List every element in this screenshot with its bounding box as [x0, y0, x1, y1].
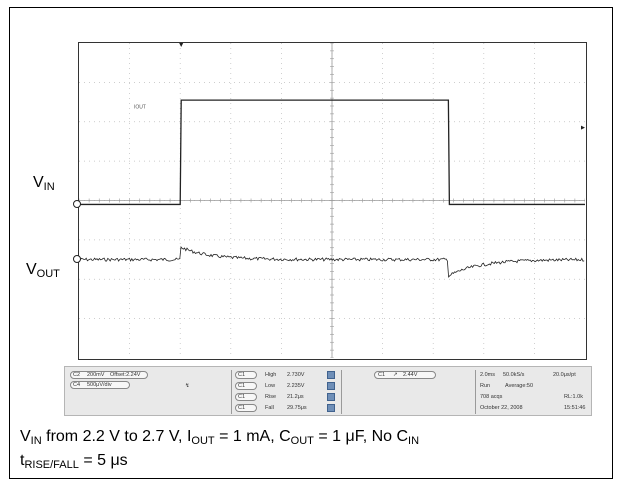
caption-run: OUT: [290, 435, 314, 447]
measurement-stats-icon: [327, 393, 335, 401]
measurement-name: High: [265, 372, 277, 378]
caption-run: t: [20, 452, 25, 469]
run-mode: Run: [480, 383, 491, 389]
caption-run: V: [20, 428, 31, 445]
caption-line-2: tRISE/FALL = 5 μs: [20, 452, 128, 474]
bandwidth-icon: ↯: [185, 383, 190, 389]
status-divider: [231, 370, 232, 414]
measurement-value: 2.235V: [287, 383, 305, 389]
measurement-source-box: [235, 382, 257, 390]
measurement-source: C1: [238, 383, 246, 389]
trigger-tag: C1: [378, 372, 386, 378]
ch2-tag: C2: [73, 372, 81, 378]
vout-trace-tag: IOUT: [134, 105, 146, 111]
trigger-setting: [374, 371, 436, 379]
measurement-name: Fall: [265, 405, 274, 411]
measurement-source-box: [235, 371, 257, 379]
trigger-position-marker: [179, 43, 184, 47]
measurement-name: Low: [265, 383, 276, 389]
scope-plot: IOUT: [79, 43, 585, 358]
capture-time: 15:51:46: [564, 405, 586, 411]
caption-run: IN: [30, 435, 42, 447]
measurement-source-box: [235, 404, 257, 412]
ch4-scale: 500μV/div: [87, 382, 112, 388]
ch4-tag: C4: [73, 382, 81, 388]
caption-run: OUT: [191, 435, 215, 447]
sample-interval: 20.0μs/pt: [553, 372, 576, 378]
caption-run: = 1 mA, C: [214, 428, 291, 445]
measurement-value: 21.2μs: [287, 394, 304, 400]
measurement-name: Rise: [265, 394, 277, 400]
trigger-level: 2.44V: [403, 372, 418, 378]
measurement-value: 29.75μs: [287, 405, 307, 411]
caption-run: = 5 μs: [78, 452, 128, 469]
sample-rate: 50.0kS/s: [503, 372, 525, 378]
scope-status-bar: C2 200mV Offset:2.24V C4 500μV/div ↯ C1 …: [64, 366, 592, 416]
record-length: RL:1.0k: [564, 394, 583, 400]
vin-label: VIN: [33, 174, 55, 194]
vout-label: VOUT: [26, 261, 60, 281]
measurement-source: C1: [238, 405, 246, 411]
ch2-offset: Offset:2.24V: [110, 372, 141, 378]
vout-trace: [79, 245, 585, 278]
measurement-source: C1: [238, 372, 246, 378]
capture-date: October 22, 2008: [480, 405, 523, 411]
trigger-level-marker: [581, 125, 585, 130]
measurement-source: C1: [238, 394, 246, 400]
average-count: Average:50: [505, 383, 534, 389]
measurement-value: 2.730V: [287, 372, 305, 378]
acquisition-count: 708 acqs: [480, 394, 503, 400]
vin-trace: [79, 99, 585, 206]
caption-run: = 1 μF, No C: [313, 428, 409, 445]
vout-ground-marker: [73, 255, 81, 264]
measurement-source-box: [235, 393, 257, 401]
caption-line-1: VIN from 2.2 V to 2.7 V, IOUT = 1 mA, CO…: [20, 428, 419, 450]
measurement-stats-icon: [327, 382, 335, 390]
timebase: 2.0ms: [480, 372, 495, 378]
caption-run: from 2.2 V to 2.7 V, I: [41, 428, 192, 445]
status-divider: [341, 370, 342, 414]
caption-run: RISE/FALL: [24, 459, 79, 471]
caption-run: IN: [408, 435, 420, 447]
measurement-stats-icon: [327, 404, 335, 412]
trigger-edge-icon: ↗: [393, 372, 398, 378]
ch2-setting: [70, 371, 148, 379]
ch4-setting: [70, 381, 130, 389]
measurement-stats-icon: [327, 371, 335, 379]
vin-ground-marker: [73, 199, 81, 208]
ch2-scale: 200mV: [87, 372, 105, 378]
oscilloscope-screen: IOUT: [78, 42, 587, 360]
status-divider: [475, 370, 476, 414]
